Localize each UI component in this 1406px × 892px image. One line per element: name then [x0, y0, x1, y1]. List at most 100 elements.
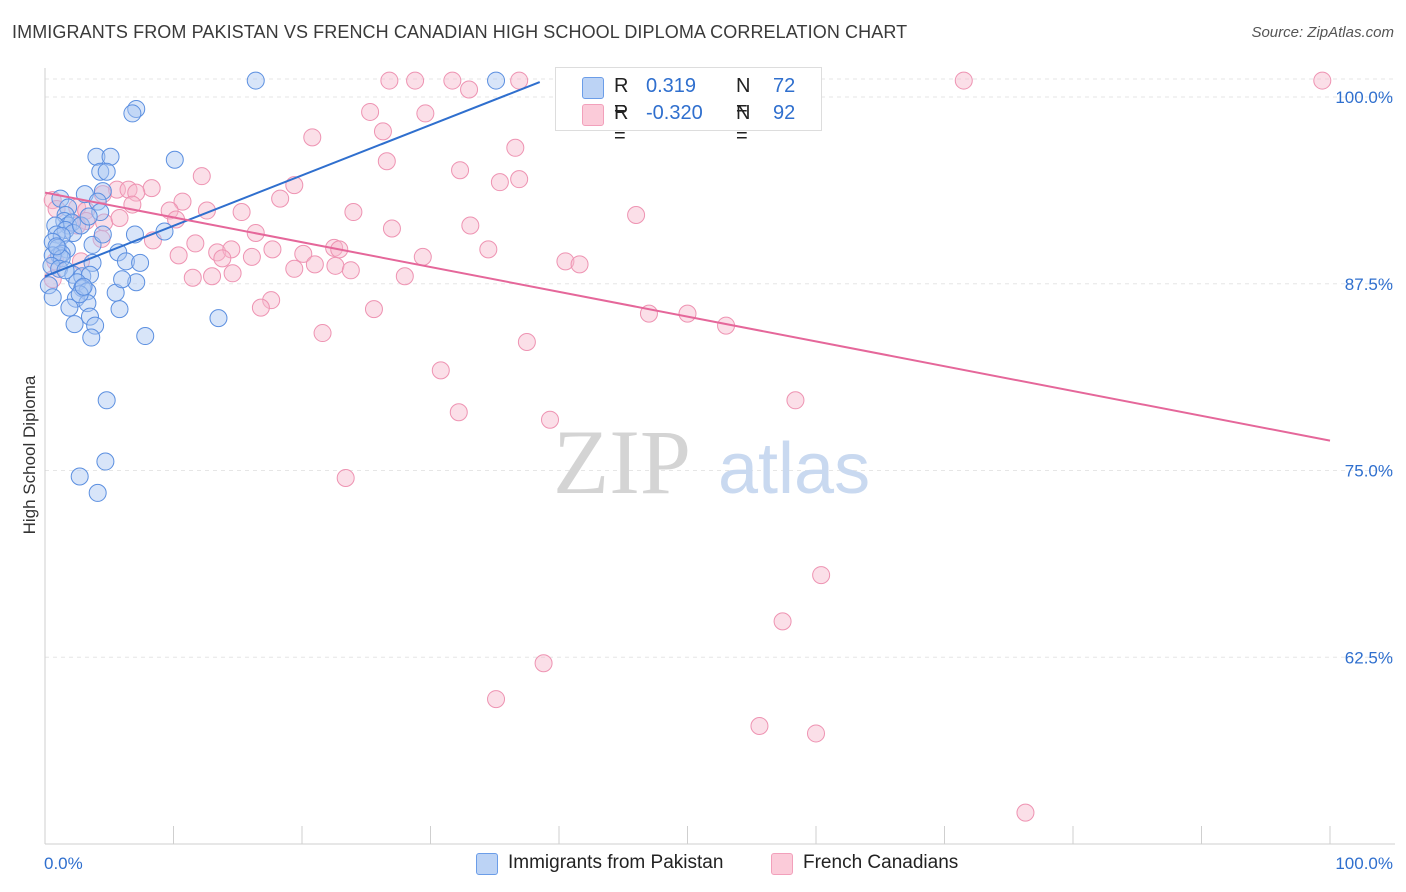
- french-canadians-point: [510, 170, 529, 189]
- french-canadians-point: [223, 264, 242, 283]
- french-canadians-point: [451, 161, 470, 180]
- pakistan-trend-line: [44, 81, 541, 278]
- french-canadians-point: [954, 71, 973, 90]
- y-tick-label: 75.0%: [1345, 462, 1393, 481]
- french-canadians-point: [460, 80, 479, 99]
- french-canadians-point: [213, 249, 232, 268]
- french-canadians-point: [431, 361, 450, 380]
- pakistan-point: [101, 147, 120, 166]
- french-canadians-point: [1016, 803, 1035, 822]
- french-canadians-point: [361, 102, 380, 121]
- french-canadians-point: [160, 201, 179, 220]
- french-canadians-point: [336, 468, 355, 487]
- french-canadians-point: [242, 247, 261, 266]
- french-canadians-point: [341, 261, 360, 280]
- legend-label-french: French Canadians: [803, 852, 959, 873]
- french-canadians-point: [294, 244, 313, 263]
- french-canadians-point: [773, 612, 792, 631]
- pakistan-point: [74, 277, 93, 296]
- french-canadians-point: [382, 219, 401, 238]
- french-canadians-point: [251, 298, 270, 317]
- legend-label-pakistan: Immigrants from Pakistan: [508, 852, 724, 873]
- y-tick-label: 100.0%: [1335, 88, 1393, 107]
- pakistan-point: [52, 249, 71, 268]
- french-canadians-point: [461, 216, 480, 235]
- pakistan-point: [487, 71, 506, 90]
- french-canadians-point: [807, 724, 825, 743]
- legend-n-value: 72: [773, 75, 796, 97]
- pakistan-point: [91, 162, 110, 181]
- legend-r-value: -0.320: [646, 102, 703, 124]
- pakistan-point: [96, 452, 115, 471]
- pakistan-point: [246, 71, 265, 90]
- pakistan-point: [59, 198, 78, 217]
- legend-r-label: R =: [614, 102, 629, 147]
- pakistan-point: [82, 328, 101, 347]
- french-canadians-point: [305, 255, 324, 274]
- french-canadians-point: [192, 167, 211, 186]
- pakistan-point: [113, 270, 132, 289]
- french-canadians-point: [812, 566, 831, 585]
- pakistan-point: [64, 223, 83, 242]
- legend-n-label: N =: [736, 75, 751, 120]
- legend-r-value: 0.319: [646, 75, 697, 97]
- legend-swatch-french: [771, 853, 793, 875]
- french-canadians-point: [326, 256, 345, 275]
- pakistan-point: [127, 273, 146, 292]
- french-canadians-point: [186, 234, 205, 253]
- pakistan-point: [136, 327, 155, 346]
- french-canadians-point: [232, 203, 251, 222]
- french-canadians-point: [534, 654, 553, 673]
- y-tick-labels: 62.5% 75.0% 87.5% 100.0%: [1335, 88, 1393, 667]
- french-canadians-point: [262, 291, 281, 310]
- french-canadians-point: [208, 243, 227, 262]
- legend-swatch-pakistan: [582, 77, 604, 99]
- y-tick-label: 62.5%: [1345, 648, 1393, 667]
- pakistan-point: [70, 467, 89, 486]
- french-canadians-point: [678, 304, 697, 323]
- french-canadians-trend-line: [44, 191, 1331, 442]
- legend-n-label: N =: [736, 102, 751, 147]
- french-canadians-point: [556, 252, 575, 271]
- pakistan-point: [86, 316, 105, 335]
- watermark-atlas: atlas: [718, 429, 870, 509]
- x-tick-label: 0.0%: [44, 854, 83, 873]
- legend-n-value: 92: [773, 102, 796, 124]
- source-credit: Source: ZipAtlas.com: [1251, 24, 1394, 41]
- pakistan-point: [97, 162, 116, 181]
- french-canadians-point: [1313, 71, 1332, 90]
- pakistan-point: [65, 315, 84, 334]
- french-canadians-point: [750, 716, 769, 735]
- pakistan-point: [52, 226, 71, 245]
- french-canadians-point: [127, 183, 146, 202]
- pakistan-point: [93, 182, 112, 201]
- french-canadians-point: [169, 246, 188, 265]
- pakistan-point: [47, 237, 66, 256]
- french-canadians-point: [303, 128, 322, 147]
- french-canadians-point: [449, 403, 468, 422]
- french-canadians-point: [506, 138, 525, 157]
- pakistan-point: [60, 298, 79, 317]
- pakistan-point: [209, 309, 228, 328]
- french-canadians-point: [517, 333, 536, 352]
- french-canadians-point: [413, 247, 432, 266]
- pakistan-point: [116, 252, 135, 271]
- french-canadians-point: [373, 122, 392, 141]
- pakistan-point: [79, 207, 98, 226]
- pakistan-point: [110, 300, 129, 319]
- french-canadians-point: [271, 189, 290, 208]
- trend-lines: [44, 81, 1331, 442]
- x-tick-labels: 0.0% 100.0%: [44, 854, 1393, 873]
- pakistan-point: [97, 391, 116, 410]
- pakistan-point: [87, 147, 106, 166]
- legend-swatch-french: [582, 104, 604, 126]
- french-canadians-point: [263, 240, 282, 259]
- pakistan-point: [80, 307, 99, 326]
- pakistan-point: [165, 150, 184, 169]
- pakistan-point: [93, 225, 112, 244]
- french-canadians-point: [490, 173, 509, 192]
- french-canadians-points: [43, 71, 1332, 822]
- french-canadians-point: [487, 690, 506, 709]
- french-canadians-point: [344, 203, 363, 222]
- french-canadians-point: [443, 71, 462, 90]
